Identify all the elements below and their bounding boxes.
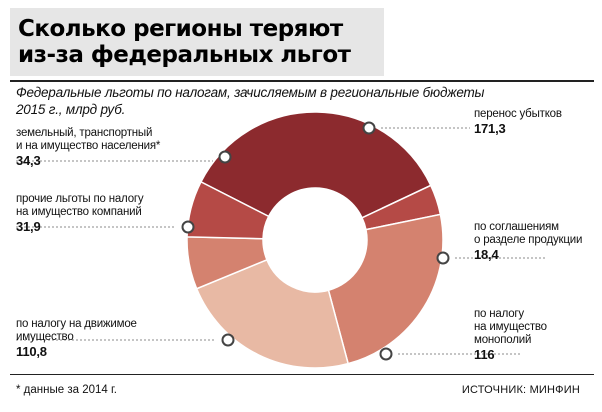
label-monopolii: по налогу на имущество монополий 116 <box>474 308 547 362</box>
label-prochie-text-1: прочие льготы по налогу <box>16 193 144 205</box>
footnote: * данные за 2014 г. <box>16 384 117 396</box>
chart-title: Сколько регионы теряют из-за федеральных… <box>18 16 351 68</box>
label-zemelny: земельный, транспортный и на имущество н… <box>16 127 160 168</box>
title-background <box>10 8 384 76</box>
label-prochie-value: 31,9 <box>16 219 41 234</box>
label-zemelny-value: 34,3 <box>16 153 41 168</box>
label-dvizhimoe: по налогу на движимое имущество 110,8 <box>16 318 137 359</box>
label-monopolii-text-1: по налогу <box>474 308 524 320</box>
label-perenos: перенос убытков 171,3 <box>474 108 562 136</box>
label-dvizhimoe-text-1: по налогу на движимое <box>16 318 137 330</box>
subtitle-line-1: Федеральные льготы по налогам, зачисляем… <box>16 85 485 100</box>
title-line-2: из-за федеральных льгот <box>18 42 351 68</box>
label-zemelny-text-2: и на имущество населения* <box>16 140 161 152</box>
donut-slices <box>186 111 444 369</box>
chart-subtitle: Федеральные льготы по налогам, зачисляем… <box>16 84 484 118</box>
donut-hole <box>263 188 367 292</box>
marker-prochie <box>181 220 195 234</box>
label-prochie-text-2: на имущество компаний <box>16 206 142 218</box>
marker-dvizhimoe <box>221 333 235 347</box>
label-srp-value: 18,4 <box>474 247 499 262</box>
title-line-1: Сколько регионы теряют <box>18 16 343 42</box>
label-monopolii-text-2: на имущество <box>474 321 547 333</box>
marker-zemelny <box>218 150 232 164</box>
label-srp: по соглашениям о разделе продукции 18,4 <box>474 221 582 262</box>
label-srp-text-1: по соглашениям <box>474 221 559 233</box>
marker-perenos <box>362 121 376 135</box>
label-dvizhimoe-text-2: имущество <box>16 331 74 343</box>
label-monopolii-text-3: монополий <box>474 334 532 346</box>
label-prochie: прочие льготы по налогу на имущество ком… <box>16 193 144 234</box>
subtitle-line-2: 2015 г., млрд руб. <box>16 102 126 117</box>
label-monopolii-value: 116 <box>474 347 495 362</box>
label-perenos-text: перенос убытков <box>474 108 562 120</box>
bottom-divider <box>10 374 594 375</box>
source: ИСТОЧНИК: МИНФИН <box>461 384 580 396</box>
slice-markers <box>16 121 545 361</box>
marker-srp <box>436 251 450 265</box>
marker-monopolii <box>379 347 393 361</box>
top-divider <box>10 80 594 82</box>
label-zemelny-text-1: земельный, транспортный <box>16 127 153 139</box>
label-perenos-value: 171,3 <box>474 121 506 136</box>
label-srp-text-2: о разделе продукции <box>474 234 583 246</box>
label-dvizhimoe-value: 110,8 <box>16 344 47 359</box>
